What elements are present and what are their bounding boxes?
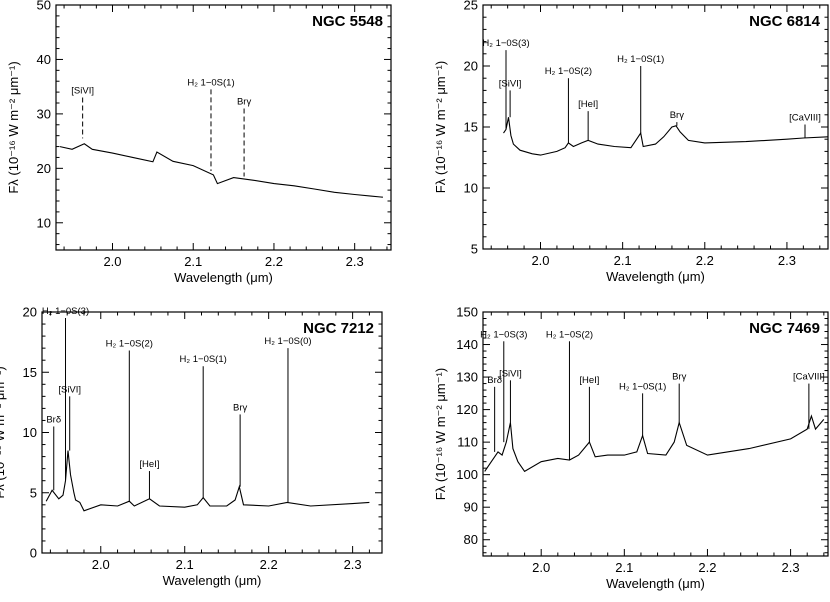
line-label: [SiVI]: [71, 86, 94, 97]
panel-title: NGC 7212: [303, 320, 374, 337]
y-axis-label: Fλ (10⁻¹⁶ W m⁻² μm⁻¹): [0, 366, 7, 498]
x-tick-label: 2.3: [344, 557, 362, 572]
line-label: [SiVI]: [499, 78, 522, 89]
x-tick-label: 2.0: [531, 253, 549, 268]
x-tick-label: 2.1: [614, 253, 632, 268]
spectrum-line: [59, 143, 383, 198]
line-label: Brγ: [670, 110, 685, 121]
line-label: H₂ 1−0S(2): [546, 329, 593, 340]
x-tick-label: 2.3: [782, 560, 800, 575]
x-tick-label: 2.0: [532, 560, 550, 575]
panel-title: NGC 6814: [749, 13, 821, 30]
y-axis-label: Fλ (10⁻¹⁶ W m⁻² μm⁻¹): [433, 368, 448, 500]
x-tick-label: 2.3: [346, 254, 364, 269]
y-tick-label: 10: [464, 181, 478, 196]
panel-title: NGC 7469: [749, 320, 820, 337]
y-axis-label: Fλ (10⁻¹⁶ W m⁻² μm⁻¹): [6, 61, 21, 193]
line-label: [CaVIII]: [793, 372, 825, 383]
y-tick-label: 0: [30, 546, 37, 561]
panel-title: NGC 5548: [312, 13, 383, 30]
spectrum-panel-3: 2.0 2.1 2.2 2.3 0 5 10 15 20 Wavelength (μm) Fλ (1…: [0, 305, 383, 588]
line-label: H₂ 1−0S(1): [187, 77, 234, 88]
line-label: Brδ: [487, 375, 502, 386]
x-axis-label: Wavelength (μm): [163, 573, 262, 588]
line-label: H₂ 1−0S(3): [482, 38, 529, 49]
x-tick-label: 2.2: [265, 254, 283, 269]
x-tick-label: 2.0: [92, 557, 110, 572]
line-label: H₂ 1−0S(0): [264, 336, 311, 347]
y-tick-label: 110: [457, 435, 478, 450]
x-tick-label: 2.2: [260, 557, 278, 572]
y-tick-label: 15: [464, 120, 478, 135]
line-label: Brγ: [672, 372, 687, 383]
line-label: H₂ 1−0S(2): [106, 339, 153, 350]
line-label: H₂ 1−0S(3): [480, 329, 527, 340]
line-label: H₂ 1−0S(1): [180, 354, 227, 365]
spectrum-panel-4: 2.0 2.1 2.2 2.3 80 90 100 110 120 130 140 150 Wavele…: [433, 305, 829, 591]
spectrum-panel-2: 2.0 2.1 2.2 2.3 5 10 15 20 25 Wavelength (μm) Fλ (…: [433, 0, 829, 284]
x-tick-label: 2.2: [698, 560, 716, 575]
line-label: Brγ: [237, 96, 252, 107]
spectrum-line: [45, 450, 370, 512]
y-tick-label: 30: [37, 106, 51, 121]
y-tick-label: 20: [37, 161, 51, 176]
y-tick-label: 150: [456, 305, 478, 320]
x-tick-label: 2.1: [184, 254, 202, 269]
plot-frame: [55, 4, 392, 251]
spectrum-panel-1: 2.0 2.1 2.2 2.3 10 20 30 40 50 Wavelength (μm) Fλ …: [6, 0, 392, 285]
y-tick-label: 5: [30, 485, 37, 500]
y-tick-label: 20: [23, 305, 37, 320]
plot-frame: [482, 311, 829, 557]
x-tick-label: 2.1: [176, 557, 194, 572]
y-tick-label: 80: [464, 532, 478, 547]
line-label: [SiVI]: [499, 368, 522, 379]
x-axis-label: Wavelength (μm): [606, 576, 705, 591]
line-label: [HeI]: [139, 459, 159, 470]
y-tick-label: 20: [464, 59, 478, 74]
y-tick-label: 5: [471, 242, 478, 257]
x-tick-label: 2.0: [103, 254, 121, 269]
y-tick-label: 10: [37, 215, 51, 230]
spectrum-line: [503, 117, 829, 156]
line-label: H₂ 1−0S(3): [42, 306, 89, 317]
line-label: H₂ 1−0S(1): [617, 54, 664, 65]
y-axis-label: Fλ (10⁻¹⁶ W m⁻² μm⁻¹): [433, 61, 448, 193]
y-tick-label: 50: [37, 0, 51, 13]
line-label: Brδ: [46, 414, 61, 425]
y-tick-label: 120: [456, 402, 478, 417]
x-axis-label: Wavelength (μm): [174, 270, 273, 285]
y-tick-label: 140: [456, 337, 478, 352]
line-label: H₂ 1−0S(1): [619, 381, 666, 392]
line-label: [HeI]: [579, 375, 599, 386]
y-tick-label: 90: [464, 500, 478, 515]
line-label: [HeI]: [578, 99, 598, 110]
x-tick-label: 2.1: [615, 560, 633, 575]
line-label: Brγ: [233, 402, 248, 413]
y-tick-label: 10: [23, 425, 37, 440]
x-tick-label: 2.3: [778, 253, 796, 268]
line-label: [SiVI]: [58, 384, 81, 395]
line-label: [CaVIII]: [789, 113, 821, 124]
y-tick-label: 40: [37, 52, 51, 67]
line-label: H₂ 1−0S(2): [545, 66, 592, 77]
y-tick-label: 100: [456, 467, 478, 482]
y-tick-label: 25: [464, 0, 478, 13]
x-tick-label: 2.2: [696, 253, 714, 268]
x-axis-label: Wavelength (μm): [606, 269, 705, 284]
y-tick-label: 15: [23, 365, 37, 380]
y-tick-label: 130: [456, 370, 478, 385]
